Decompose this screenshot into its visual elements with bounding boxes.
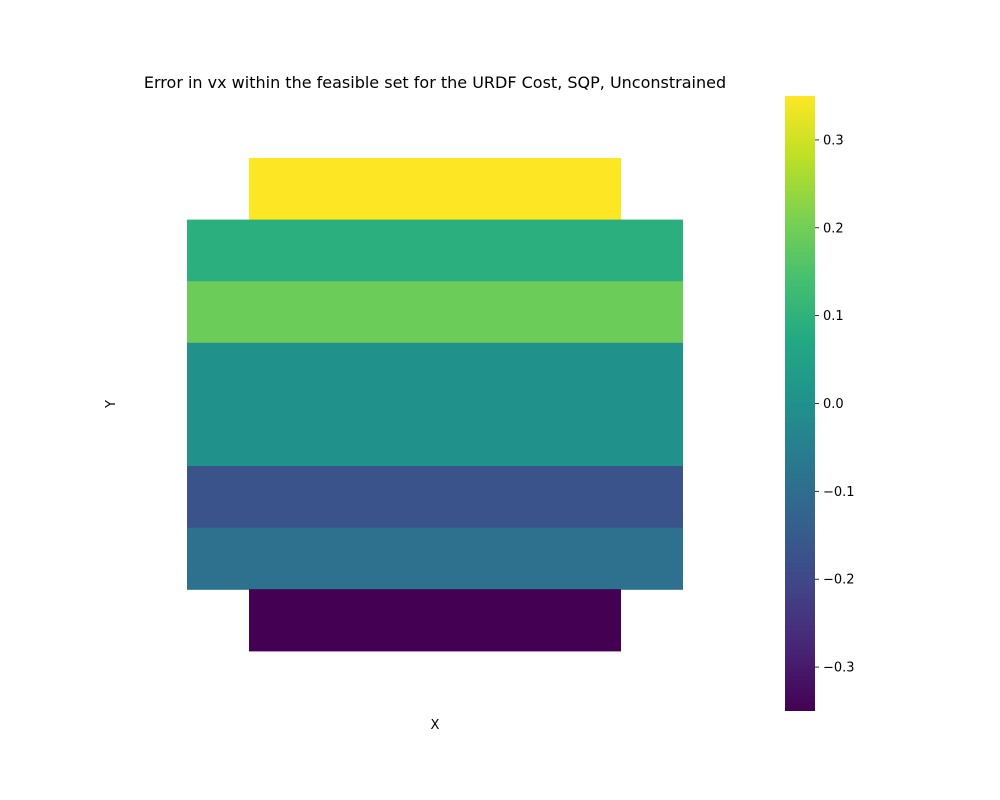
x-axis-label: X [431,718,440,733]
heatmap-cell [187,404,683,467]
colorbar-tick-label: 0.1 [823,309,844,324]
heatmap-cell [187,281,683,344]
colorbar-tick-label: 0.2 [823,221,844,236]
heatmap-cell [187,527,683,590]
heatmap-cells [187,158,683,652]
colorbar-tick-label: 0.3 [823,133,844,148]
heatmap-cell [187,342,683,405]
heatmap-cell [249,589,621,652]
heatmap-cell [187,219,683,282]
colorbar-tick-label: −0.2 [823,573,855,588]
colorbar-tick-label: −0.3 [823,661,855,676]
y-axis-label: Y [104,400,119,409]
colorbar-tick-label: 0.0 [823,397,844,412]
colorbar-ticks: −0.3 −0.2 −0.1 0.0 0.1 0.2 0.3 [815,133,855,676]
heatmap-cell [187,466,683,529]
colorbar-tick-label: −0.1 [823,485,855,500]
chart-title: Error in vx within the feasible set for … [144,73,726,92]
heatmap-cell [249,158,621,221]
colorbar [785,96,815,711]
